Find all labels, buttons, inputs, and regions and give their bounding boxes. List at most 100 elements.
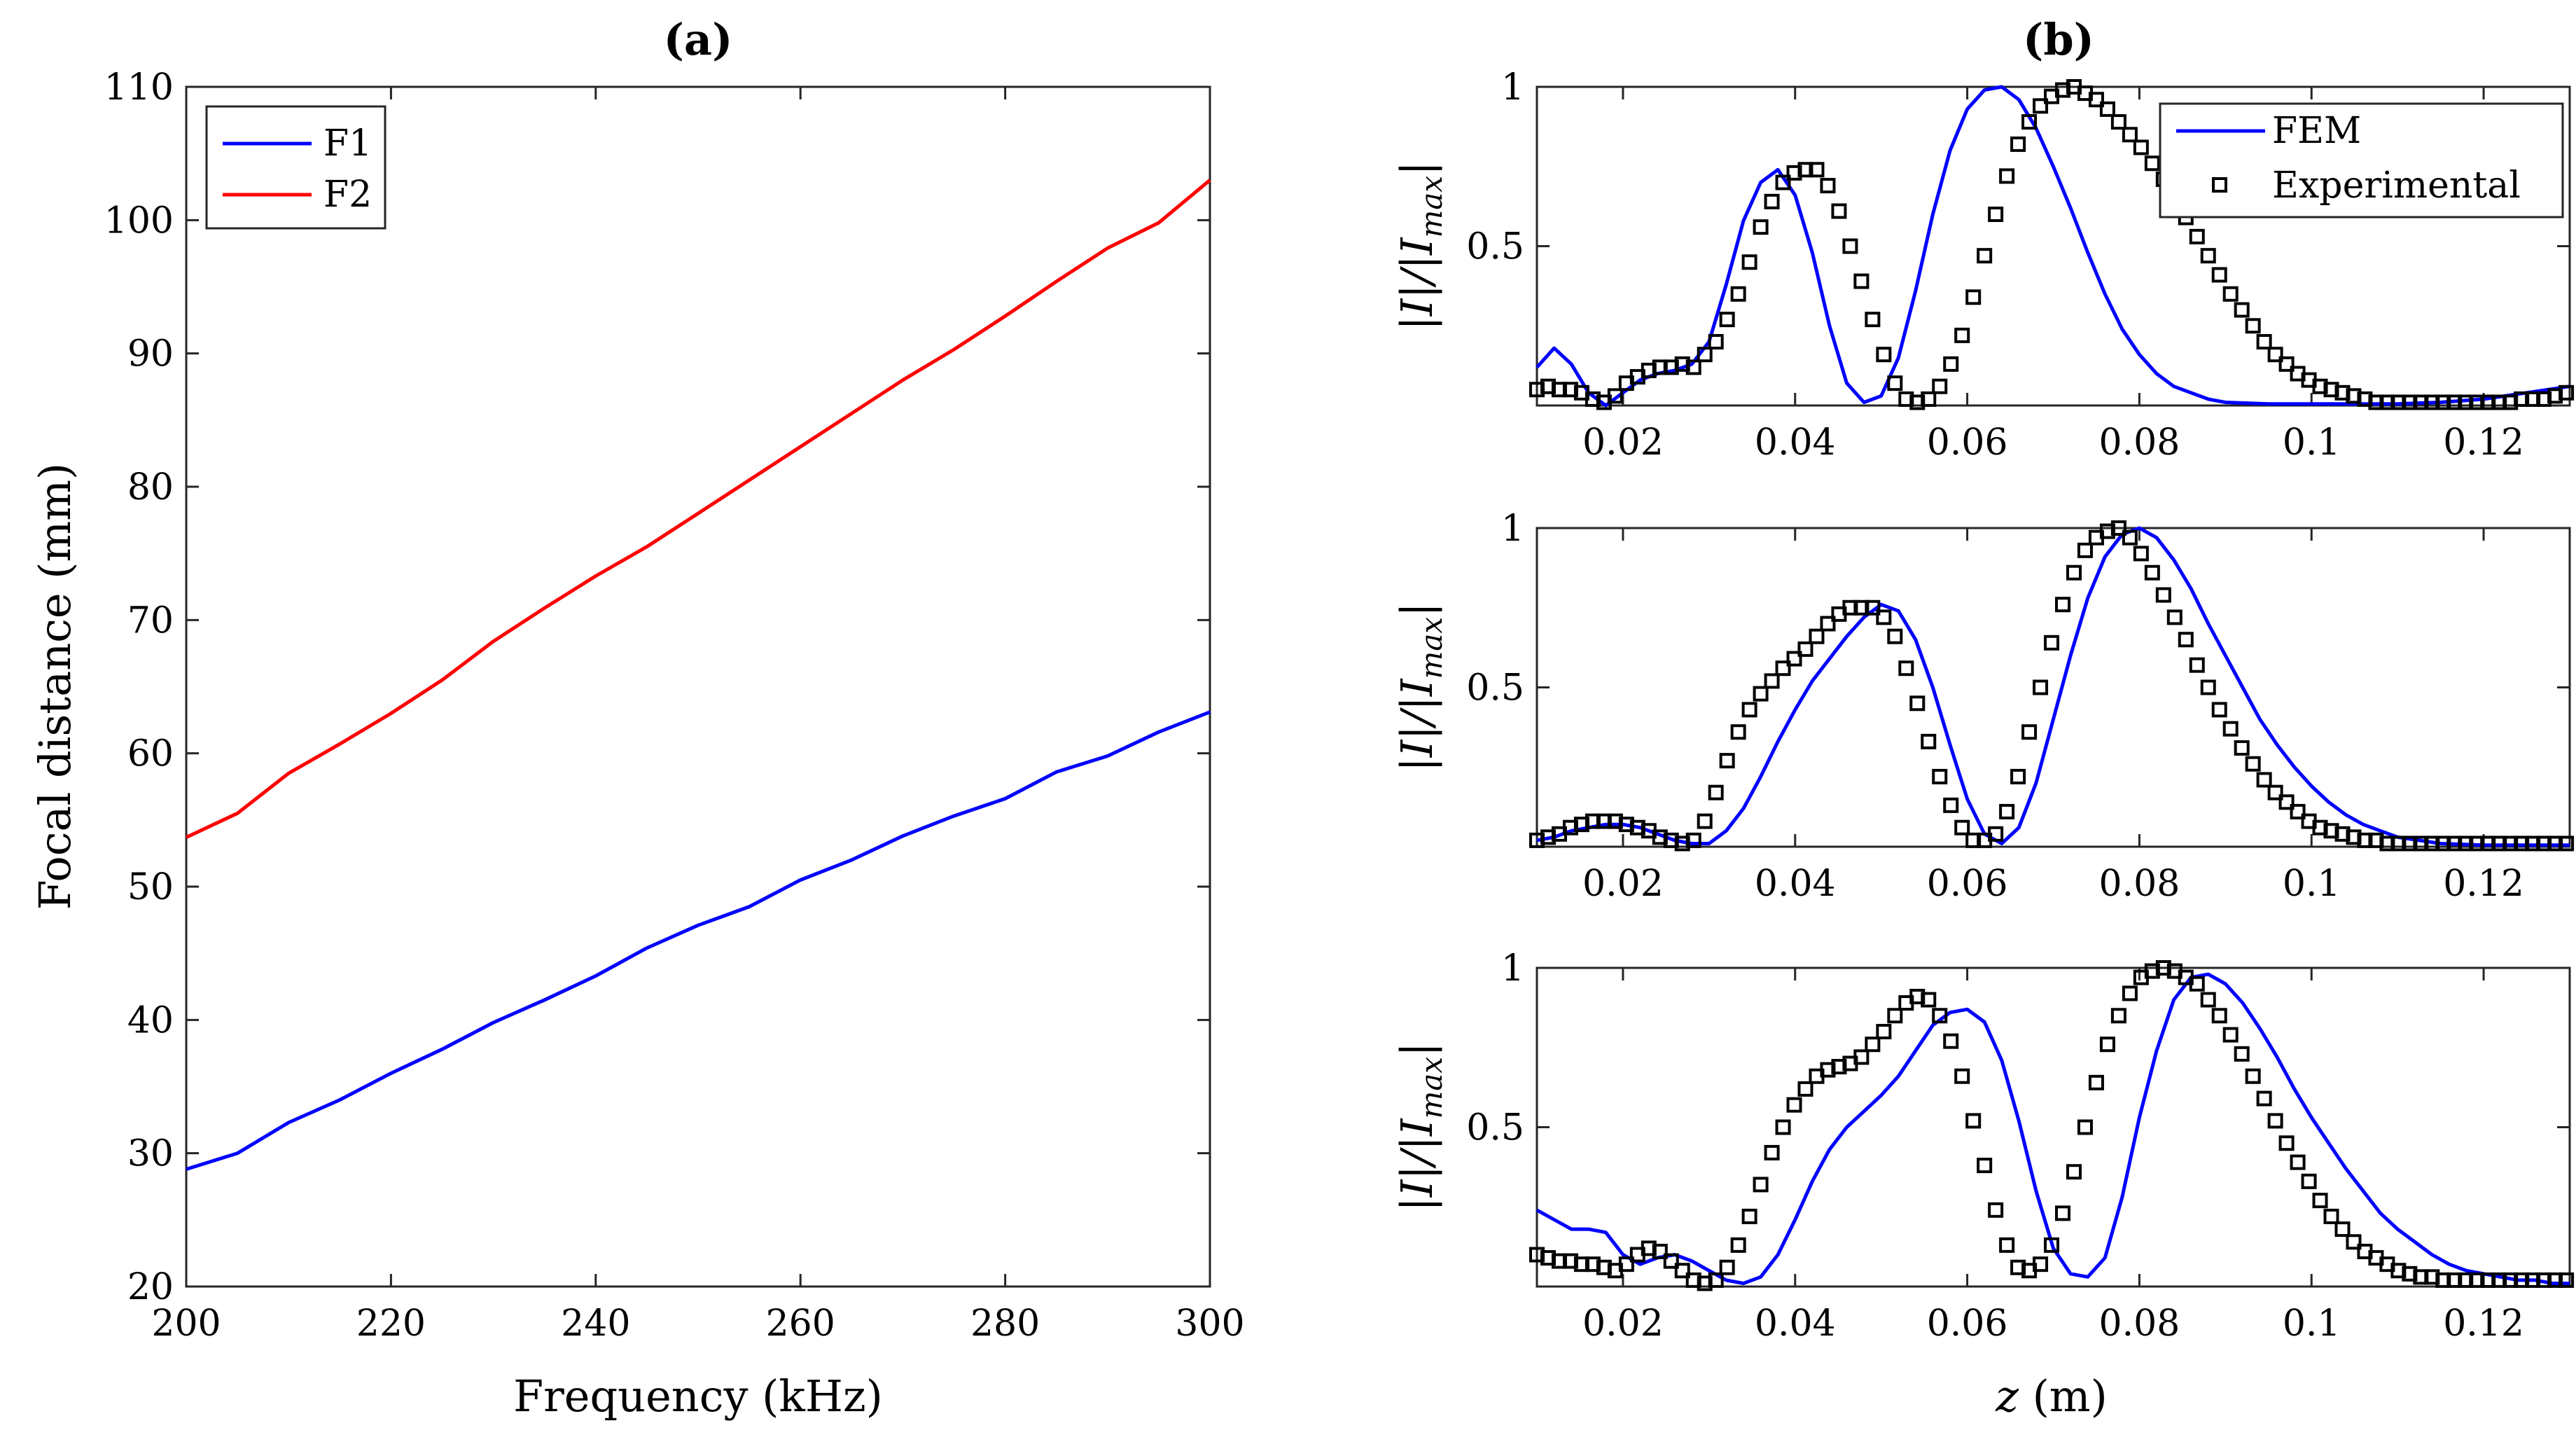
b1-experimental-point — [1853, 273, 1870, 289]
b2-series-fem-line — [1536, 526, 2570, 847]
b2-experimental-point — [1562, 819, 1578, 836]
b1-experimental-point — [1977, 248, 1993, 264]
b3-experimental-point — [1764, 1144, 1780, 1160]
b3-experimental-point — [1954, 1068, 1970, 1084]
b1-ytick-label: 0.5 — [1466, 226, 1524, 268]
a-xtick-label: 300 — [1175, 1303, 1244, 1345]
b3-experimental-point — [1529, 1247, 1545, 1263]
legend-f1-label: F1 — [323, 123, 372, 165]
b3-ytick-label: 1 — [1501, 948, 1524, 990]
b2-experimental-point — [1618, 817, 1634, 833]
b1-experimental-point — [2222, 286, 2239, 302]
b1-experimental-point — [1786, 165, 1802, 181]
b3-experimental-point — [2155, 960, 2171, 976]
panel-b1-ylabel: |I|/|Imax| — [1391, 161, 1449, 331]
b3-experimental-point — [2211, 1008, 2227, 1024]
b3-xtick-label: 0.06 — [1927, 1303, 2008, 1345]
a-xtick-label: 240 — [561, 1303, 630, 1345]
b3-experimental-point — [2055, 1205, 2071, 1221]
b3-experimental-point — [2077, 1119, 2093, 1135]
b1-experimental-point — [2189, 228, 2205, 244]
b1-xtick-label: 0.1 — [2283, 422, 2341, 464]
b1-experimental-point — [2458, 394, 2474, 410]
b2-experimental-point — [2424, 836, 2440, 852]
b2-experimental-point — [2189, 657, 2205, 673]
panel-b-ticks: 0.02 0.04 0.06 0.08 0.1 0.12 0.5 1 0.02 0.04 0.06 0… — [1466, 67, 2570, 1345]
b1-experimental-point — [1809, 162, 1825, 178]
b2-experimental-point — [2368, 832, 2384, 848]
b2-experimental-point — [1943, 797, 1959, 813]
b2-experimental-point — [2044, 635, 2060, 651]
panel-a-legend: F1 F2 — [205, 105, 387, 230]
b2-xtick-label: 0.08 — [2099, 863, 2180, 905]
a-series-f1-line — [186, 710, 1211, 1171]
b2-experimental-point — [2491, 836, 2507, 852]
b1-experimental-point — [1988, 207, 2004, 222]
b1-experimental-point — [1775, 174, 1791, 190]
b1-experimental-point — [1865, 312, 1881, 328]
b1-experimental-point — [2234, 302, 2250, 318]
b1-experimental-point — [2446, 394, 2463, 410]
b2-experimental-point — [1988, 826, 2004, 842]
b2-experimental-point — [2033, 679, 2049, 695]
b1-experimental-point — [1842, 238, 1858, 254]
b1-experimental-point — [1965, 289, 1982, 305]
b2-experimental-point — [2110, 520, 2126, 536]
b3-xtick-label: 0.04 — [1755, 1303, 1836, 1345]
a-ytick-label: 20 — [127, 1266, 174, 1308]
b1-experimental-point — [2088, 92, 2104, 108]
b2-experimental-point — [1853, 599, 1870, 616]
b3-experimental-point — [2514, 1272, 2530, 1288]
b1-experimental-point — [2110, 114, 2126, 130]
b2-experimental-point — [1999, 803, 2015, 819]
b1-experimental-point — [1540, 378, 1556, 394]
b2-experimental-point — [2390, 836, 2407, 852]
panel-a-ticks: 200 220 240 260 280 300 20 30 40 50 60 70 80 90 100 110 — [104, 67, 1245, 1345]
a-xtick-label: 260 — [766, 1303, 835, 1345]
b3-experimental-point — [2390, 1263, 2407, 1279]
b1-experimental-point — [1887, 375, 1903, 391]
b1-experimental-point — [2245, 318, 2261, 334]
a-ytick-label: 90 — [127, 333, 174, 375]
b1-experimental-point — [2312, 378, 2328, 394]
b1-experimental-point — [2514, 391, 2530, 407]
b1-experimental-point — [1820, 178, 1836, 194]
b2-experimental-point — [1898, 660, 1914, 677]
b1-experimental-point — [1663, 359, 1679, 375]
b2-experimental-point — [2458, 836, 2474, 852]
b1-experimental-point — [2256, 334, 2272, 349]
b3-experimental-point — [2099, 1037, 2115, 1053]
b1-experimental-point — [2334, 384, 2351, 401]
b1-experimental-point — [1831, 203, 1847, 219]
b2-experimental-point — [2558, 836, 2575, 852]
b2-experimental-point — [1809, 628, 1825, 644]
b3-experimental-point — [1641, 1240, 1657, 1256]
panel-b-xlabel: z (m) — [1995, 1371, 2108, 1422]
b1-experimental-point — [2010, 136, 2026, 152]
b1-experimental-point — [1764, 193, 1780, 209]
b3-experimental-point — [1965, 1113, 1982, 1129]
b2-experimental-point — [1753, 686, 1769, 702]
b2-experimental-point — [1764, 673, 1780, 689]
b2-experimental-point — [2446, 836, 2463, 852]
b2-experimental-point — [1674, 836, 1690, 852]
b2-experimental-point — [2155, 587, 2171, 603]
b3-experimental-point — [2278, 1135, 2295, 1151]
b1-experimental-point — [2368, 394, 2384, 410]
b3-experimental-point — [1786, 1097, 1802, 1113]
b3-experimental-point — [2424, 1269, 2440, 1285]
b3-experimental-point — [1540, 1250, 1556, 1266]
b1-experimental-point — [1741, 254, 1757, 270]
b2-experimental-point — [2525, 836, 2541, 852]
b2-experimental-point — [2480, 836, 2496, 852]
b1-experimental-point — [2390, 394, 2407, 410]
a-xtick-label: 200 — [151, 1303, 221, 1345]
b2-experimental-point — [1842, 599, 1858, 616]
b1-experimental-point — [2469, 394, 2485, 410]
panel-a-title: (a) — [664, 14, 733, 65]
b3-experimental-point — [1573, 1256, 1589, 1273]
b2-experimental-point — [2222, 721, 2239, 737]
b1-experimental-point — [1921, 391, 1937, 407]
b1-experimental-point — [1954, 327, 1970, 343]
